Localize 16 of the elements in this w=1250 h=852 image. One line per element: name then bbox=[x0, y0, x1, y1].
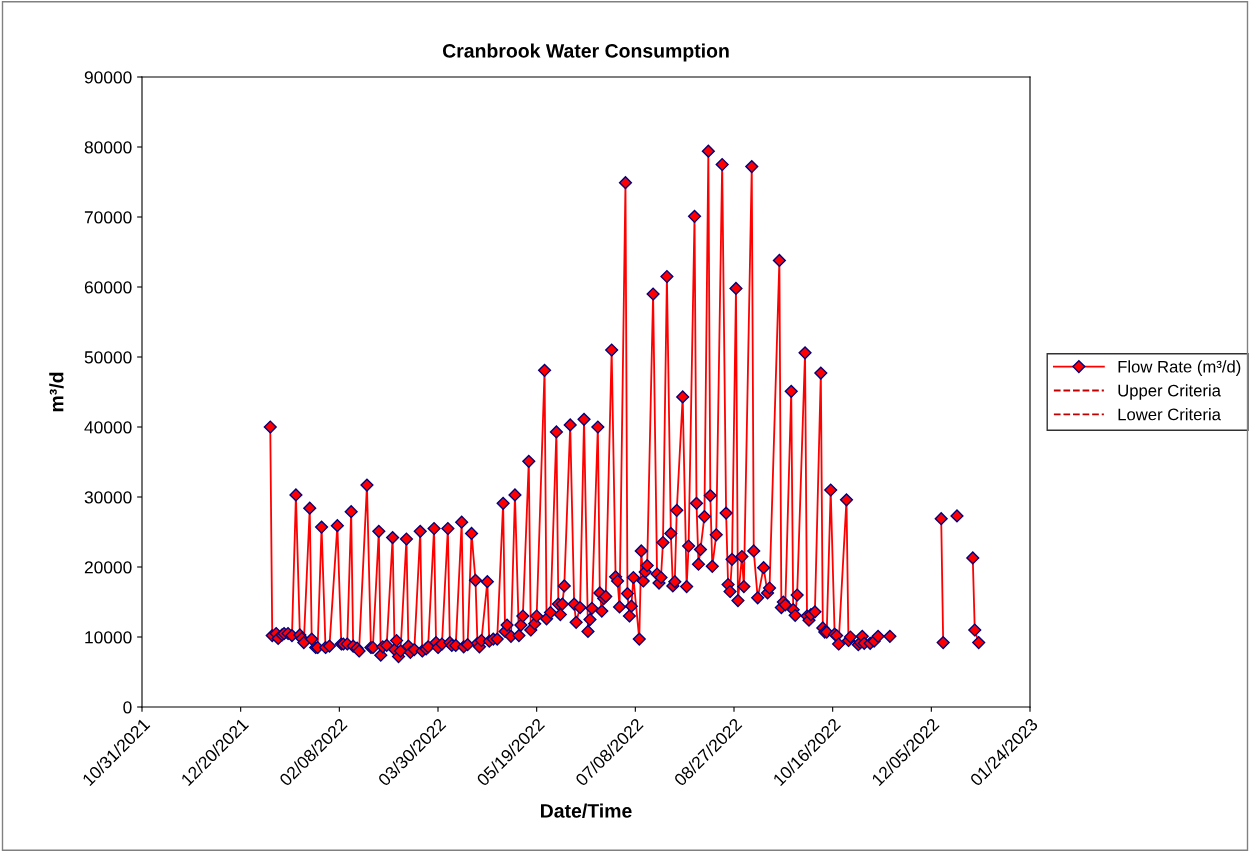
y-tick-label: 80000 bbox=[84, 141, 132, 154]
y-tick-label: 10000 bbox=[85, 631, 132, 644]
y-tick-label: 40000 bbox=[84, 421, 132, 434]
legend-label: Upper Criteria bbox=[1118, 384, 1221, 400]
y-tick-label: 20000 bbox=[84, 561, 132, 574]
y-tick-label: 30000 bbox=[84, 491, 132, 504]
legend-label: Flow Rate (m³/d) bbox=[1118, 360, 1241, 376]
chart-title: Cranbrook Water Consumption bbox=[442, 43, 729, 62]
y-tick-label: 50000 bbox=[84, 351, 132, 364]
y-axis-title: m³/d bbox=[49, 372, 64, 412]
y-tick-label: 60000 bbox=[84, 281, 132, 294]
y-tick-label: 90000 bbox=[84, 71, 132, 84]
x-axis-title: Date/Time bbox=[541, 803, 632, 818]
y-tick-label: 70000 bbox=[84, 211, 132, 224]
y-tick-label: 0 bbox=[123, 701, 132, 714]
legend-label: Lower Criteria bbox=[1118, 408, 1221, 421]
